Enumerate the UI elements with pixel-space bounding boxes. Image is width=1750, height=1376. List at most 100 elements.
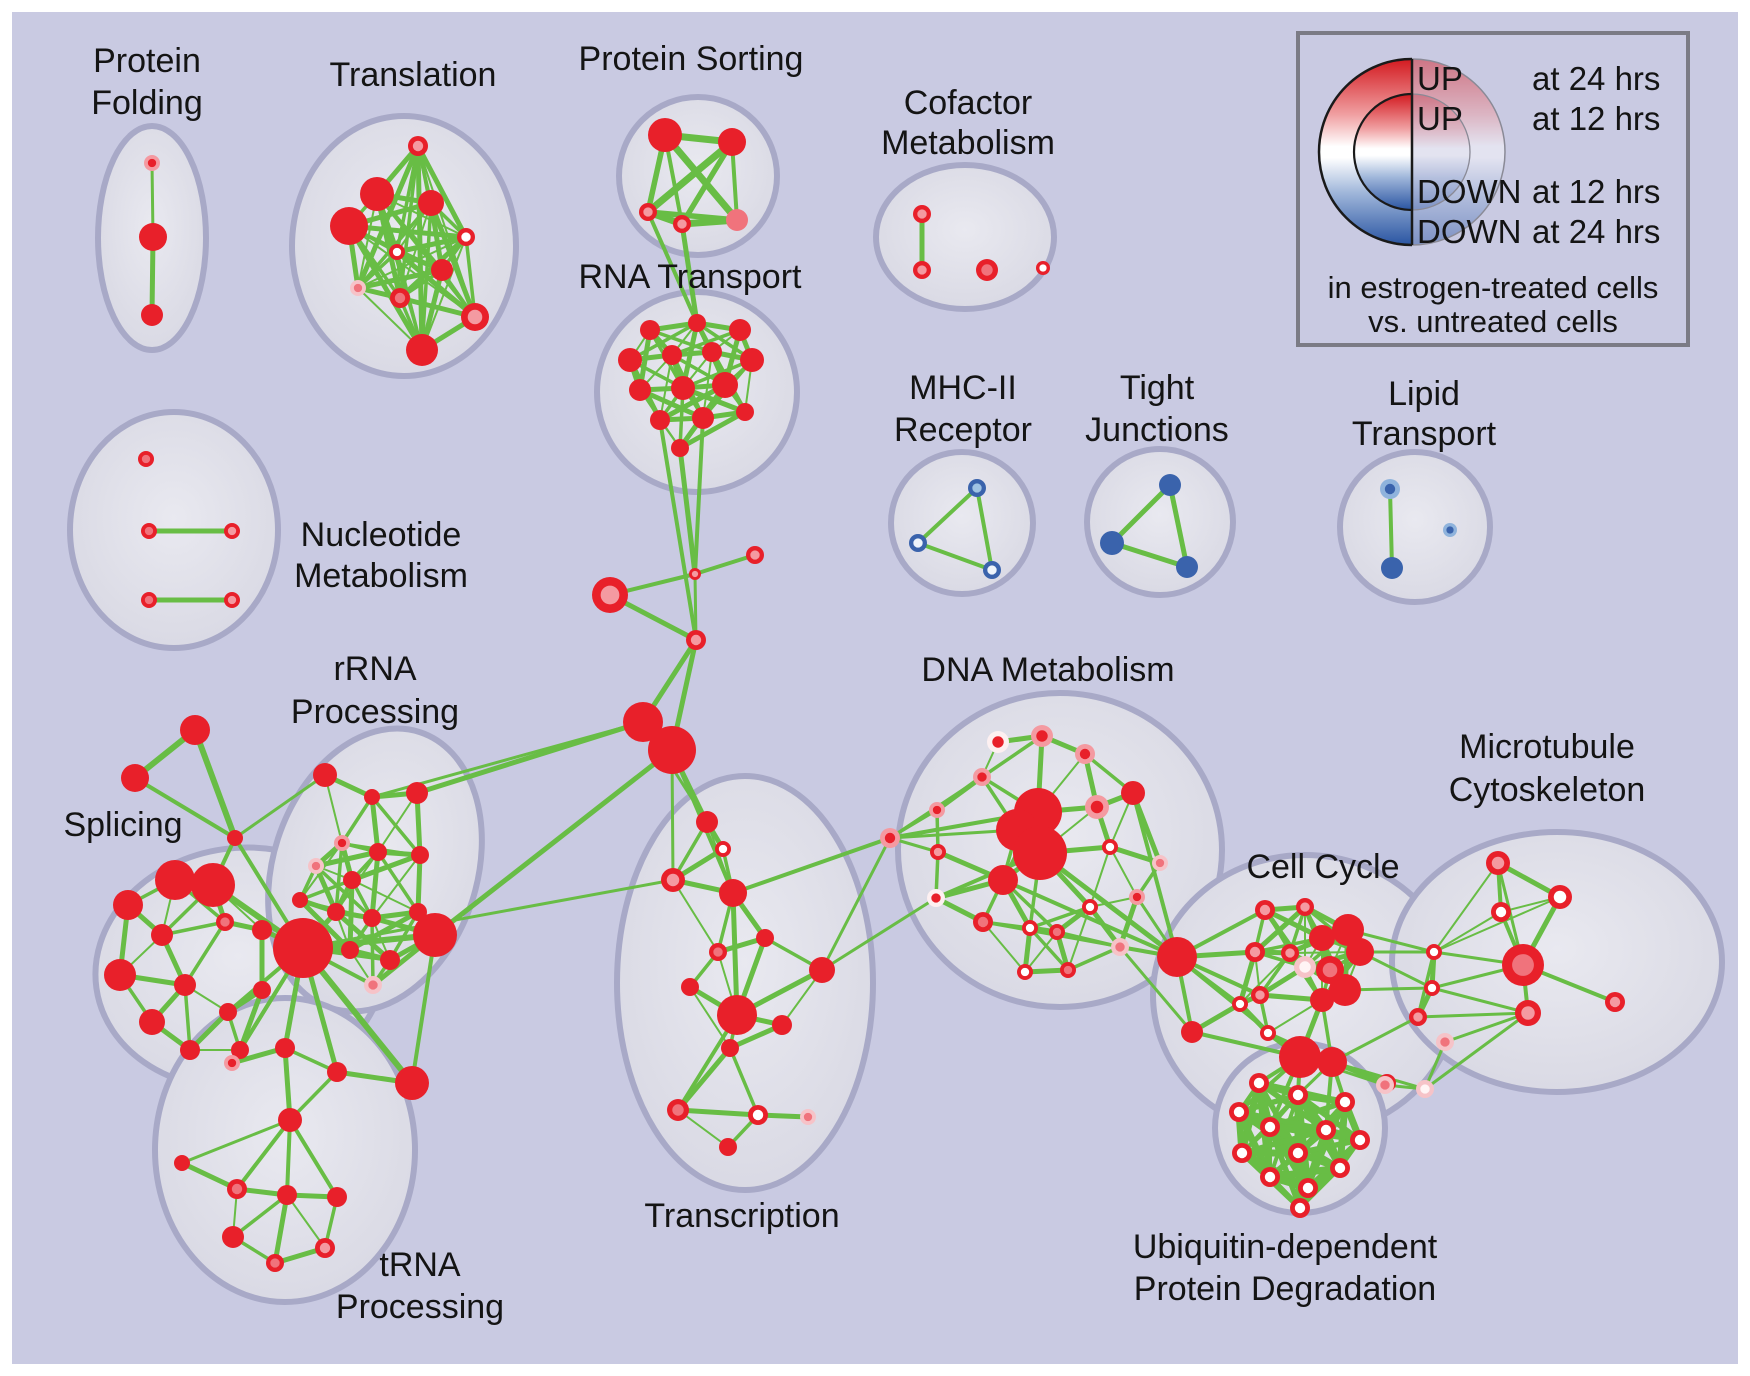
network-edge	[1118, 945, 1194, 1034]
network-node	[721, 1039, 739, 1057]
network-edge	[1028, 926, 1070, 972]
network-edge	[285, 1118, 292, 1197]
network-node-center	[1036, 730, 1048, 742]
network-edge	[351, 879, 419, 913]
network-node-center	[677, 219, 687, 229]
network-node	[696, 811, 718, 833]
network-edge	[376, 850, 420, 914]
network-node	[756, 929, 774, 947]
network-node-center	[987, 565, 997, 575]
network-node-center	[368, 980, 378, 990]
network-node	[648, 726, 696, 774]
network-edge	[1028, 905, 1092, 930]
network-edge	[1131, 791, 1179, 959]
legend-down-12-time: at 12 hrs	[1532, 173, 1660, 210]
network-node	[174, 1155, 190, 1171]
network-node-center	[1384, 483, 1396, 495]
network-node-center	[1259, 904, 1271, 916]
network-edge	[192, 727, 238, 841]
network-edge	[1433, 862, 1499, 953]
network-node-center	[1020, 967, 1030, 977]
network-edge	[648, 328, 714, 354]
network-node-center	[718, 844, 728, 854]
network-edge	[1433, 896, 1561, 953]
network-node-center	[1263, 1028, 1273, 1038]
network-node-center	[227, 526, 237, 536]
network-edge	[1024, 931, 1058, 973]
network-edge	[1433, 911, 1502, 953]
network-node	[327, 903, 345, 921]
network-node-center	[1105, 842, 1115, 852]
network-edge	[1266, 1164, 1344, 1181]
network-node	[688, 314, 706, 332]
network-node-center	[1322, 962, 1338, 978]
legend-outer-arc-left	[1317, 57, 1413, 247]
network-node	[227, 830, 243, 846]
network-node-center	[1446, 526, 1454, 534]
network-node-center	[1233, 1106, 1245, 1118]
network-node-center	[1249, 946, 1261, 958]
network-node-center	[1235, 999, 1245, 1009]
network-node-center	[144, 526, 154, 536]
network-edge	[298, 878, 354, 902]
network-node	[369, 843, 387, 861]
network-node-center	[1427, 983, 1437, 993]
network-node	[409, 903, 427, 921]
network-edge	[180, 1118, 292, 1165]
network-node-center	[931, 893, 941, 903]
network-node-center	[1090, 800, 1104, 814]
network-edge	[693, 416, 705, 576]
network-node-center	[1339, 1096, 1351, 1108]
network-node-center	[1354, 1134, 1366, 1146]
network-node	[395, 1066, 429, 1100]
network-node-center	[1413, 1012, 1423, 1022]
cluster-label-cofactor-metabolism: Metabolism	[881, 124, 1055, 162]
network-node	[413, 913, 457, 957]
network-node-center	[1553, 890, 1567, 904]
network-node	[1100, 531, 1124, 555]
network-node	[191, 863, 235, 907]
cluster-ellipse-tight-junctions	[1084, 446, 1236, 598]
network-node-center	[666, 873, 680, 887]
network-node-center	[220, 917, 230, 927]
network-edge	[681, 358, 754, 390]
network-edge	[982, 921, 1026, 973]
legend-inner-arc-right	[1411, 93, 1471, 211]
network-edge	[1089, 846, 1111, 908]
network-node-center	[884, 832, 896, 844]
network-node-center	[1052, 927, 1062, 937]
cluster-label-protein-folding: Folding	[91, 84, 203, 122]
network-node-center	[1292, 1147, 1304, 1159]
network-edge	[235, 1118, 292, 1191]
network-edge	[661, 131, 741, 224]
network-node	[671, 376, 695, 400]
cluster-label-cell-cycle: Cell Cycle	[1246, 848, 1399, 886]
network-node	[139, 223, 167, 251]
network-node	[719, 879, 747, 907]
network-node	[341, 941, 359, 959]
network-node	[740, 348, 764, 372]
network-node	[772, 1015, 792, 1035]
network-node-center	[600, 585, 620, 605]
cluster-label-tight-junctions: Tight	[1120, 369, 1195, 407]
network-edge	[369, 794, 381, 855]
network-edge	[731, 836, 892, 895]
network-node	[681, 978, 699, 996]
network-node-center	[1429, 947, 1439, 957]
network-node	[155, 860, 195, 900]
network-edge	[1109, 540, 1190, 570]
network-node-center	[917, 265, 927, 275]
cluster-label-rrna-processing: Processing	[291, 693, 459, 731]
cluster-label-transcription: Transcription	[644, 1197, 839, 1235]
cluster-label-nucleotide-metabolism: Metabolism	[294, 557, 468, 595]
network-node-center	[1491, 856, 1505, 870]
network-node-center	[1609, 996, 1621, 1008]
cluster-ellipse-mhc-ii-receptor	[888, 449, 1036, 597]
network-node	[231, 1041, 249, 1059]
network-edge	[1037, 850, 1180, 960]
network-edge	[1295, 1137, 1363, 1156]
network-node	[1381, 557, 1403, 579]
legend-faded-half	[1412, 59, 1505, 245]
network-node-center	[1495, 906, 1507, 918]
